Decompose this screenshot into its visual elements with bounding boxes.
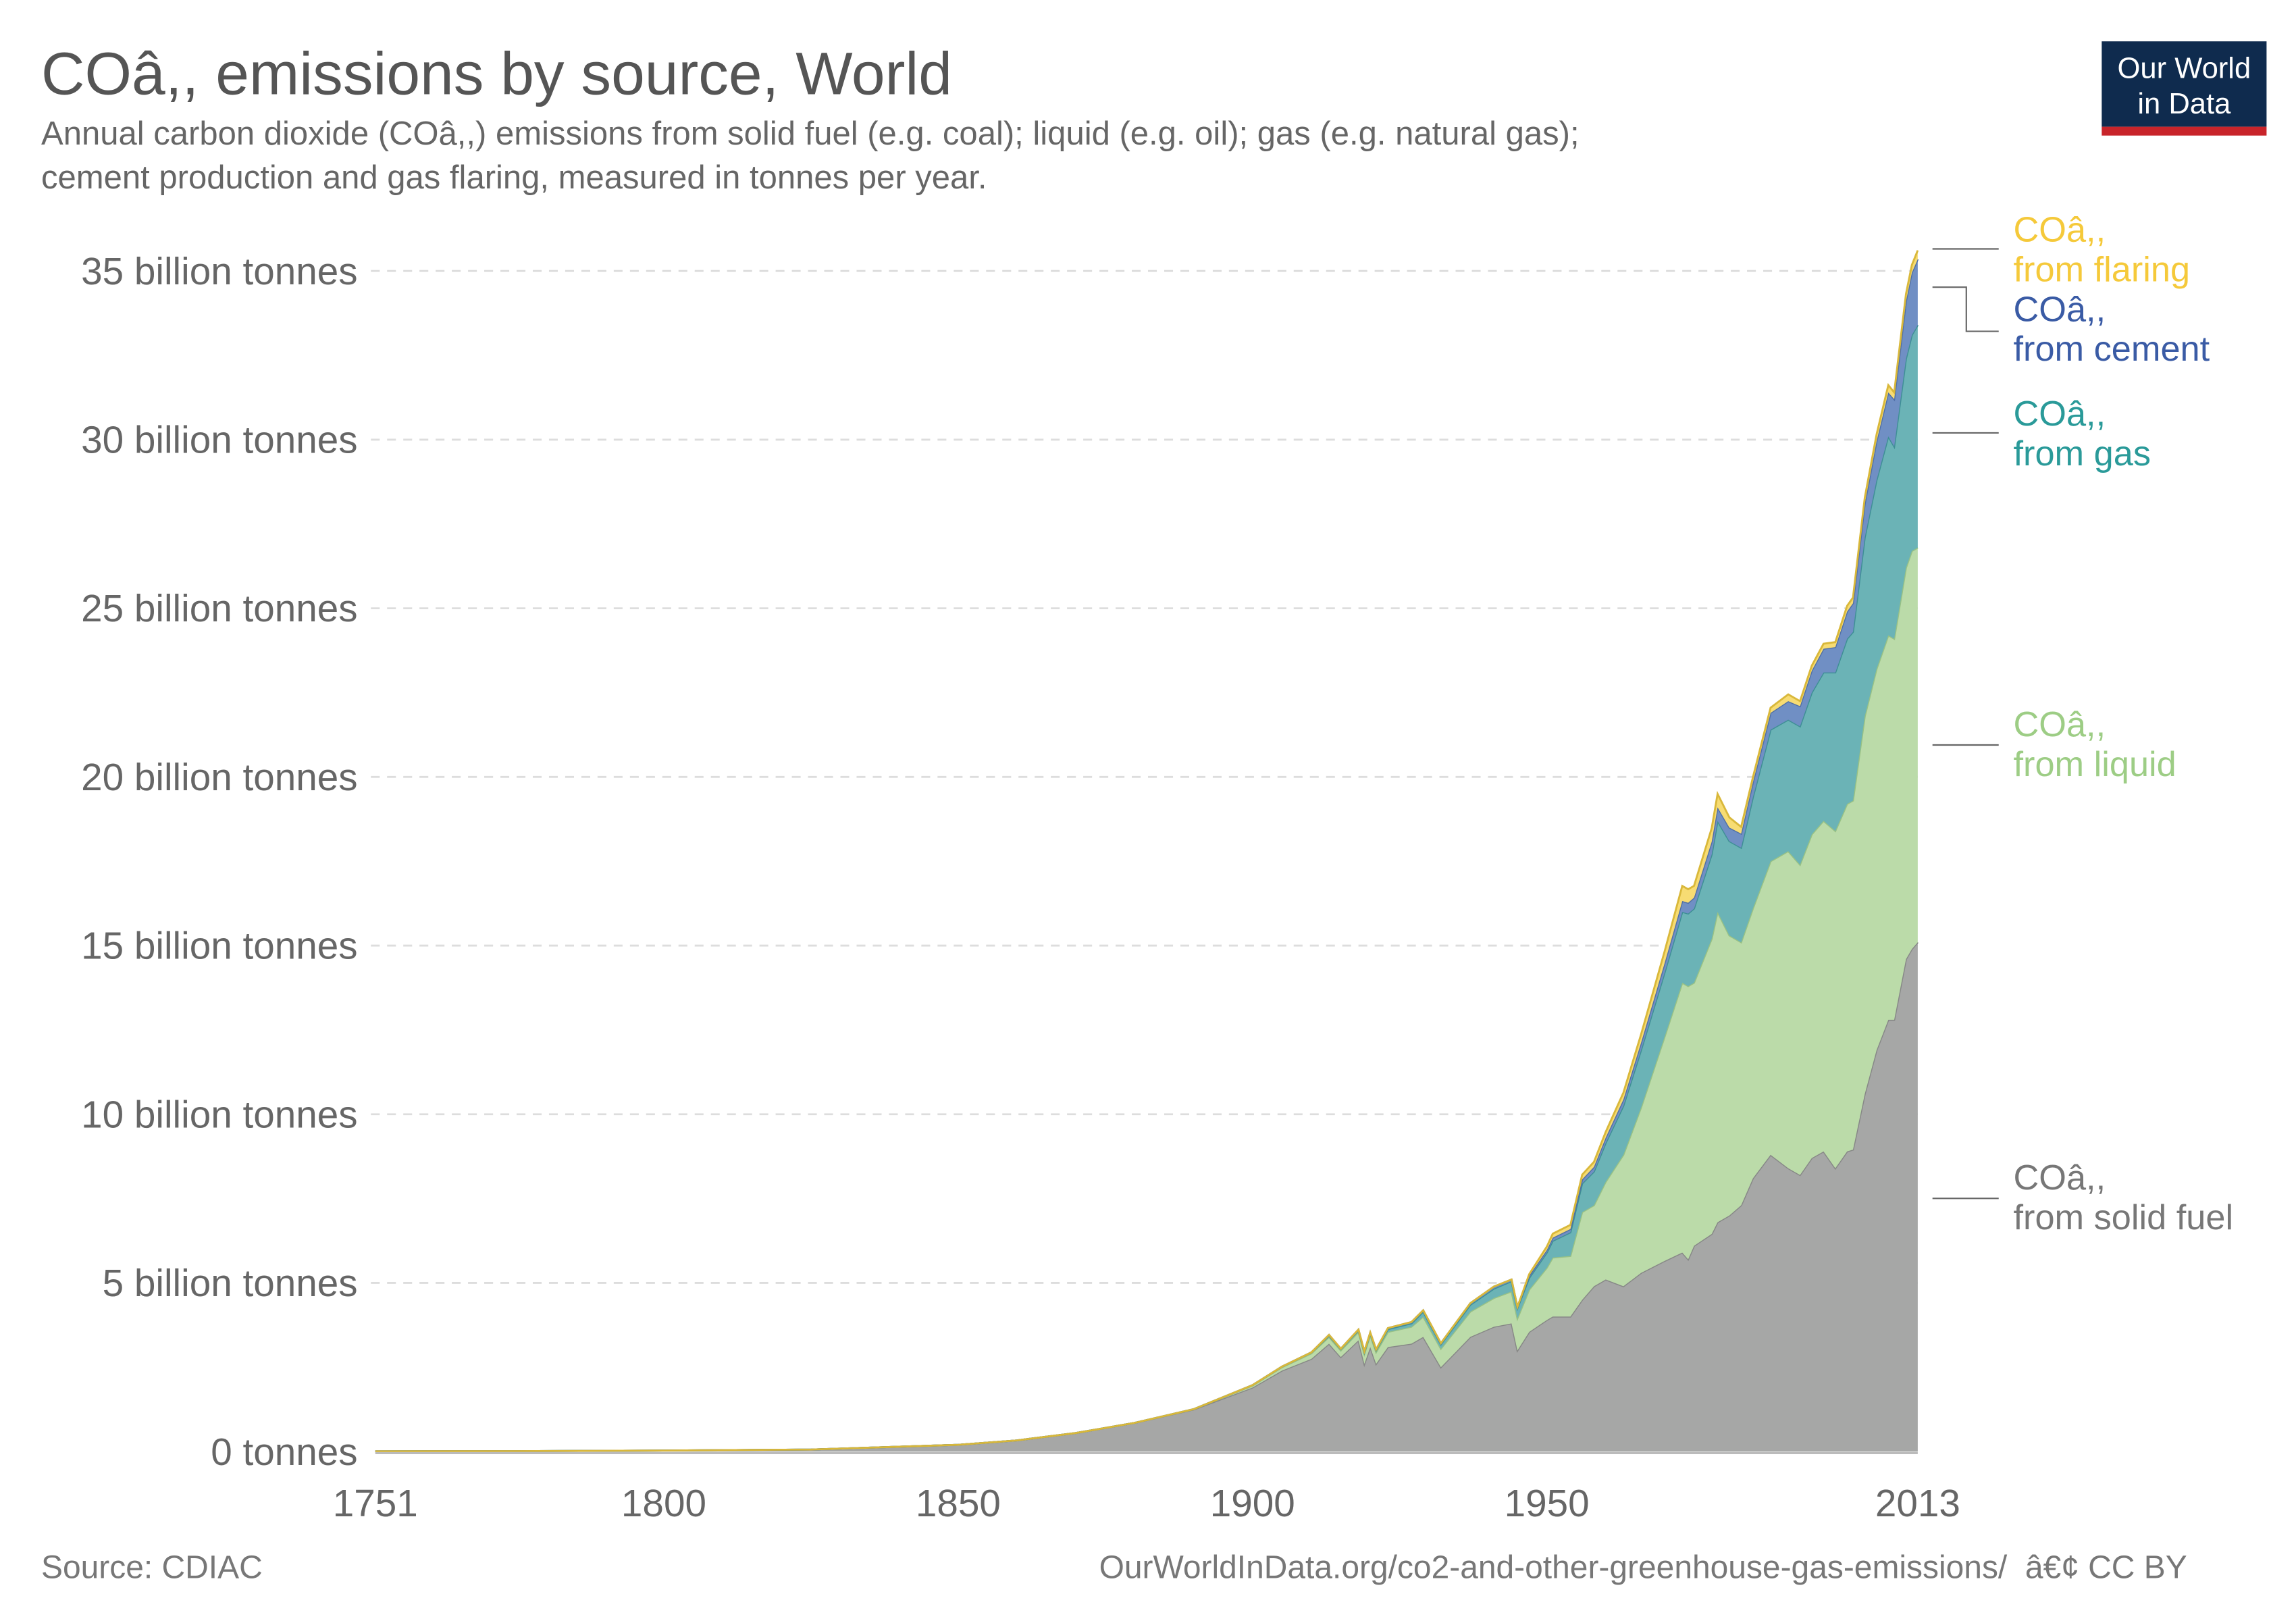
x-tick-label: 1800 <box>621 1483 706 1525</box>
series-label-line1: COâ,, <box>2014 705 2106 744</box>
y-tick-label: 10 billion tonnes <box>81 1093 357 1136</box>
series-label-line2: from solid fuel <box>2014 1198 2234 1237</box>
x-tick-label: 1950 <box>1505 1483 1590 1525</box>
x-tick-label: 1850 <box>916 1483 1001 1525</box>
chart-subtitle-line2: cement production and gas flaring, measu… <box>41 159 987 196</box>
owid-logo[interactable]: Our World in Data <box>2102 41 2267 136</box>
series-label-line2: from flaring <box>2014 250 2191 289</box>
y-tick-label: 5 billion tonnes <box>103 1262 358 1305</box>
y-tick-label: 30 billion tonnes <box>81 419 357 462</box>
x-axis-ticks: 1751 1800 1850 1900 1950 2013 <box>333 1483 1960 1525</box>
y-tick-label: 15 billion tonnes <box>81 925 357 968</box>
y-tick-label: 35 billion tonnes <box>81 251 357 293</box>
series-label-line1: COâ,, <box>2014 394 2106 434</box>
logo-red-bar <box>2102 126 2267 136</box>
series-label-line2: from gas <box>2014 434 2151 473</box>
x-tick-label: 1751 <box>333 1483 418 1525</box>
area-series-0-line <box>375 942 1919 1453</box>
series-label-line2: from liquid <box>2014 745 2176 784</box>
series-label-line1: COâ,, <box>2014 290 2106 329</box>
area-series-0 <box>375 942 1918 1452</box>
chart-title: COâ,, emissions by source, World <box>41 40 952 107</box>
logo-text-line2: in Data <box>2137 88 2231 120</box>
series-label-line1: COâ,, <box>2014 211 2106 250</box>
y-axis-ticks: 0 tonnes 5 billion tonnes 10 billion tonne… <box>81 251 358 1474</box>
y-tick-label: 0 tonnes <box>211 1431 357 1474</box>
y-tick-label: 20 billion tonnes <box>81 756 357 799</box>
logo-text-line1: Our World <box>2117 53 2251 85</box>
footer-url[interactable]: OurWorldInData.org/co2-and-other-greenho… <box>1099 1550 2187 1586</box>
x-tick-label: 2013 <box>1875 1483 1960 1525</box>
x-tick-label: 1900 <box>1210 1483 1295 1525</box>
chart-subtitle-line1: Annual carbon dioxide (COâ,,) emissions … <box>41 115 1580 152</box>
stacked-areas <box>375 250 1919 1453</box>
logo-background <box>2102 41 2267 127</box>
area-series-4-line <box>375 250 1919 1453</box>
label-connector <box>1932 286 1999 332</box>
series-label-line1: COâ,, <box>2014 1158 2106 1198</box>
y-tick-label: 25 billion tonnes <box>81 588 357 630</box>
source-note: Source: CDIAC <box>41 1550 263 1586</box>
series-label-line2: from cement <box>2014 330 2210 369</box>
